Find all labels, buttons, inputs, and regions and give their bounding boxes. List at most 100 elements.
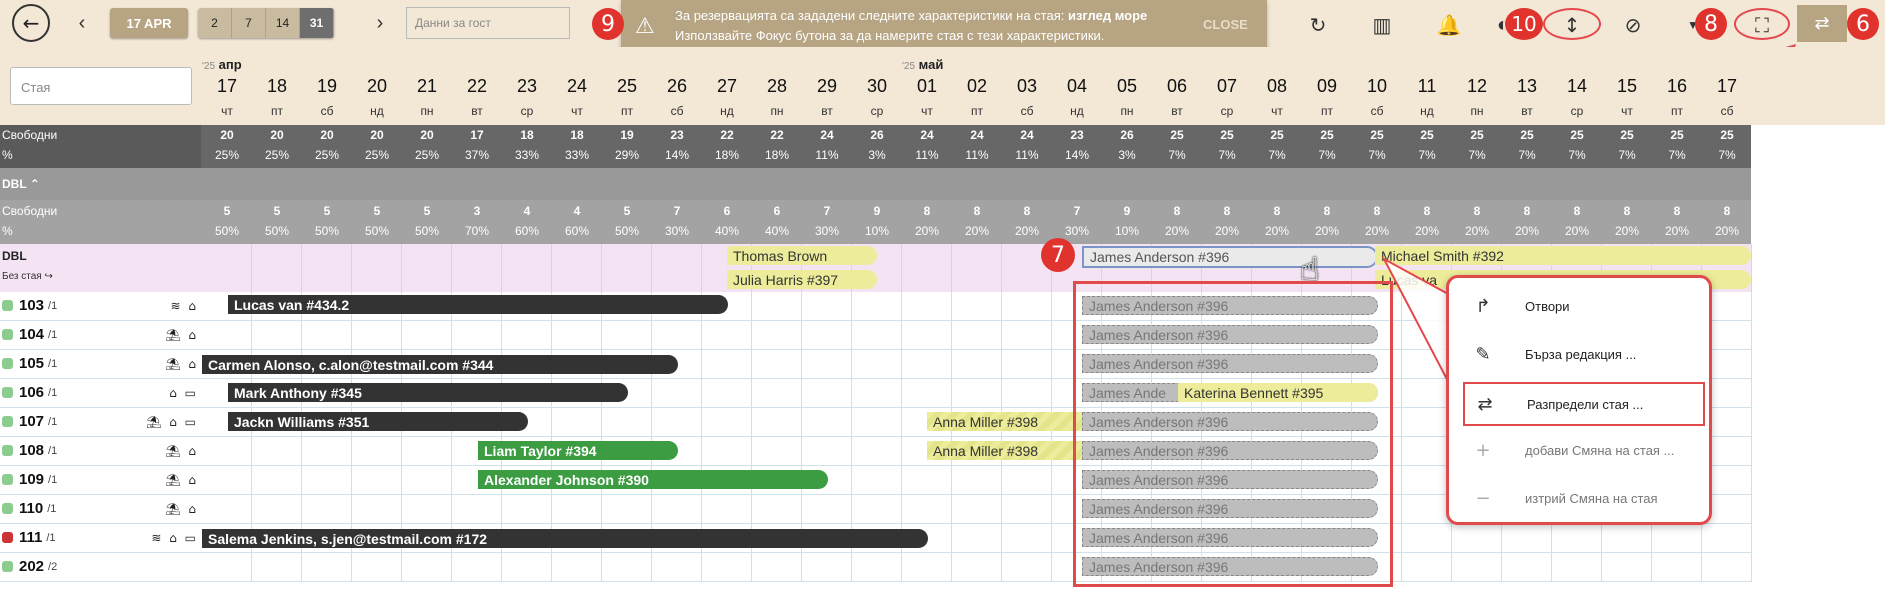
grid-cell[interactable] [1352, 350, 1402, 379]
grid-cell[interactable] [352, 495, 402, 524]
grid-cell[interactable] [1352, 408, 1402, 437]
grid-cell[interactable] [602, 321, 652, 350]
grid-cell[interactable] [952, 292, 1002, 321]
menu-item-quick-edit[interactable]: ✎ Бърза редакция ... [1463, 334, 1699, 374]
grid-cell[interactable] [1352, 292, 1402, 321]
guest-search-input[interactable]: Данни за гост [406, 7, 570, 39]
grid-cell[interactable] [1002, 379, 1052, 408]
grid-cell[interactable] [902, 350, 952, 379]
grid-cell[interactable] [402, 553, 452, 582]
grid-cell[interactable] [652, 408, 702, 437]
room-label[interactable]: 107/1 [2, 413, 57, 430]
grid-cell[interactable] [502, 408, 552, 437]
grid-cell[interactable] [852, 495, 902, 524]
grid-cell[interactable] [302, 553, 352, 582]
grid-cell[interactable] [1702, 408, 1752, 437]
zoom-2[interactable]: 2 [198, 8, 232, 38]
dropdown-icon[interactable]: ▼ [1687, 18, 1699, 32]
grid-cell[interactable] [652, 495, 702, 524]
grid-cell[interactable] [402, 437, 452, 466]
grid-cell[interactable] [752, 495, 802, 524]
row-height-icon[interactable]: ↕ [1563, 13, 1581, 37]
grid-cell[interactable] [1702, 350, 1752, 379]
grid-cell[interactable] [1002, 466, 1052, 495]
booking-bar[interactable]: Jackn Williams #351 [228, 412, 528, 431]
grid-cell[interactable] [802, 350, 852, 379]
grid-cell[interactable] [202, 437, 252, 466]
grid-cell[interactable] [252, 466, 302, 495]
grid-cell[interactable] [802, 553, 852, 582]
grid-cell[interactable] [752, 408, 802, 437]
grid-cell[interactable] [802, 466, 852, 495]
grid-cell[interactable] [1602, 524, 1652, 553]
grid-cell[interactable] [352, 437, 402, 466]
grid-cell[interactable] [802, 321, 852, 350]
grid-cell[interactable] [1452, 524, 1502, 553]
grid-cell[interactable] [452, 553, 502, 582]
grid-cell[interactable] [702, 553, 752, 582]
booking-bar[interactable]: Alexander Johnson #390 [478, 470, 828, 489]
grid-cell[interactable] [802, 437, 852, 466]
grid-cell[interactable] [1002, 321, 1052, 350]
grid-cell[interactable] [952, 321, 1002, 350]
grid-cell[interactable] [952, 350, 1002, 379]
grid-cell[interactable] [852, 408, 902, 437]
room-label[interactable]: 106/1 [2, 384, 57, 401]
room-label[interactable]: 103/1 [2, 297, 57, 314]
grid-cell[interactable] [202, 553, 252, 582]
grid-cell[interactable] [852, 437, 902, 466]
grid-cell[interactable] [352, 553, 402, 582]
grid-cell[interactable] [302, 321, 352, 350]
grid-cell[interactable] [1602, 553, 1652, 582]
grid-cell[interactable] [752, 379, 802, 408]
grid-cell[interactable] [352, 466, 402, 495]
grid-cell[interactable] [802, 495, 852, 524]
grid-cell[interactable] [752, 553, 802, 582]
grid-cell[interactable] [702, 321, 752, 350]
booking-bar[interactable]: Julia Harris #397 [727, 270, 877, 289]
grid-cell[interactable] [852, 379, 902, 408]
grid-cell[interactable] [902, 321, 952, 350]
grid-cell[interactable] [1702, 437, 1752, 466]
grid-cell[interactable] [602, 553, 652, 582]
grid-cell[interactable] [402, 321, 452, 350]
grid-cell[interactable] [552, 495, 602, 524]
room-label[interactable]: 110/1 [2, 500, 56, 517]
grid-cell[interactable] [1502, 553, 1552, 582]
grid-cell[interactable] [352, 321, 402, 350]
grid-cell[interactable] [552, 321, 602, 350]
assign-room-button[interactable]: ⇄ [1797, 5, 1847, 42]
grid-cell[interactable] [1352, 321, 1402, 350]
grid-cell[interactable] [652, 437, 702, 466]
grid-cell[interactable] [1702, 495, 1752, 524]
grid-cell[interactable] [1402, 553, 1452, 582]
grid-cell[interactable] [1002, 495, 1052, 524]
booking-bar[interactable]: Mark Anthony #345 [228, 383, 628, 402]
grid-cell[interactable] [952, 466, 1002, 495]
grid-cell[interactable] [852, 292, 902, 321]
grid-cell[interactable] [1702, 321, 1752, 350]
grid-cell[interactable] [652, 553, 702, 582]
grid-cell[interactable] [252, 495, 302, 524]
grid-cell[interactable] [252, 437, 302, 466]
grid-cell[interactable] [852, 321, 902, 350]
group-toggle[interactable]: DBL ⌃ [2, 177, 40, 191]
room-label[interactable]: 202/2 [2, 558, 57, 575]
grid-cell[interactable] [852, 350, 902, 379]
grid-cell[interactable] [752, 292, 802, 321]
room-search-input[interactable]: Стая [10, 67, 192, 105]
grid-cell[interactable] [1552, 524, 1602, 553]
booking-bar[interactable]: Salema Jenkins, s.jen@testmail.com #172 [202, 529, 928, 548]
grid-cell[interactable] [952, 524, 1002, 553]
booking-bar[interactable]: Michael Smith #392 [1375, 246, 1751, 265]
grid-cell[interactable] [252, 553, 302, 582]
grid-cell[interactable] [902, 466, 952, 495]
room-label[interactable]: 111/1 [2, 529, 56, 546]
grid-cell[interactable] [302, 466, 352, 495]
zoom-14[interactable]: 14 [266, 8, 300, 38]
grid-cell[interactable] [402, 466, 452, 495]
back-button[interactable]: ← [12, 4, 50, 42]
grid-cell[interactable] [852, 466, 902, 495]
grid-cell[interactable] [602, 379, 652, 408]
grid-cell[interactable] [1002, 553, 1052, 582]
